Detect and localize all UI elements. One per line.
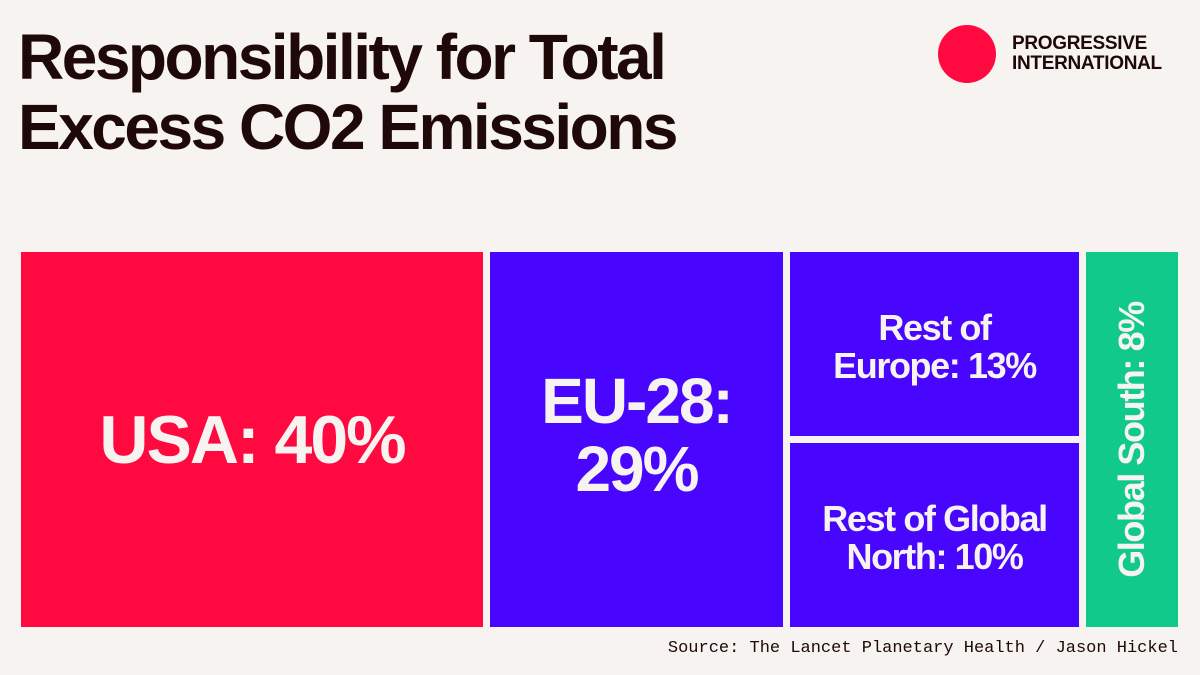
tile-rest-of-europe-label: Rest of Europe: 13% [833, 307, 1037, 386]
tile-rest-of-global-north-label: Rest of Global North: 10% [822, 498, 1048, 577]
tile-global-south-label: Global South: 8% [1111, 301, 1153, 578]
tile-usa: USA: 40% [21, 252, 483, 627]
brand-dot-icon [938, 25, 996, 83]
tile-usa-label: USA: 40% [99, 401, 406, 478]
brand-name-line-2: INTERNATIONAL [1012, 53, 1162, 74]
tile-rest-of-europe-label-line-2: Europe: 13% [833, 345, 1037, 386]
tile-rest-of-global-north: Rest of Global North: 10% [790, 443, 1079, 627]
chart-title: Responsibility for Total Excess CO2 Emis… [18, 21, 678, 163]
brand-logo: PROGRESSIVE INTERNATIONAL [938, 24, 1162, 84]
tile-eu-28: EU-28: 29% [490, 252, 783, 627]
tile-rest-of-europe-label-line-1: Rest of [878, 307, 992, 348]
tile-rest-of-global-north-label-line-2: North: 10% [846, 536, 1023, 577]
source-note: Source: The Lancet Planetary Health / Ja… [667, 639, 1178, 658]
tile-global-south: Global South: 8% [1086, 252, 1178, 627]
brand-name: PROGRESSIVE INTERNATIONAL [1012, 34, 1162, 74]
tile-usa-label-line-1: USA: 40% [99, 401, 406, 478]
tile-rest-of-global-north-label-line-1: Rest of Global [822, 498, 1048, 539]
brand-name-line-1: PROGRESSIVE [1012, 33, 1148, 54]
tile-eu-28-label-line-1: EU-28: [541, 364, 734, 437]
tile-eu-28-label-line-2: 29% [575, 432, 699, 505]
tile-eu-28-label: EU-28: 29% [541, 364, 734, 505]
chart-title-line-2: Excess CO2 Emissions [18, 91, 678, 163]
chart-title-line-1: Responsibility for Total [18, 21, 667, 93]
tile-rest-of-europe: Rest of Europe: 13% [790, 252, 1079, 436]
